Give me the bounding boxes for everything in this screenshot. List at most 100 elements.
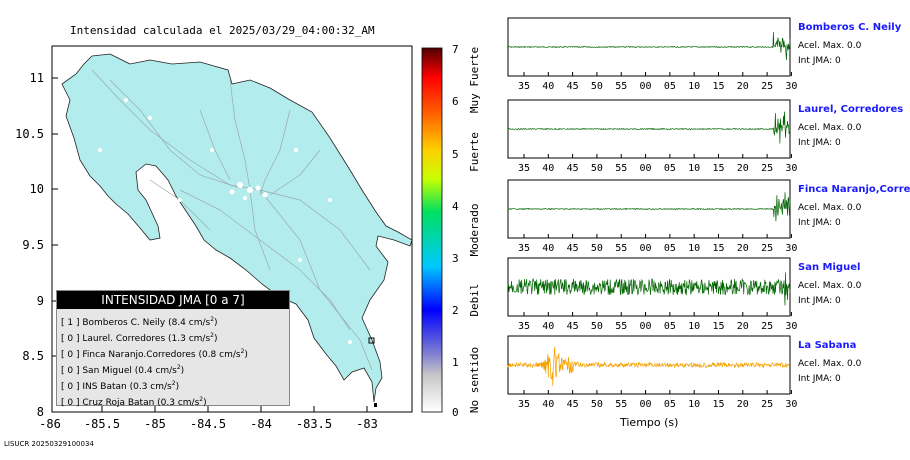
seismogram-x-tick: 30 [785,81,797,92]
map-y-tick: 9.5 [22,238,44,252]
colorbar-tick: 4 [452,200,459,213]
station-acel-max: Acel. Max. 0.0 [798,41,901,51]
seismogram-x-tick: 20 [737,243,749,254]
legend-row-value: (0.3 cm/s [157,398,199,408]
seismogram-x-tick: 30 [785,243,797,254]
map-x-tick: -86 [39,417,61,431]
station-name: La Sabana [798,340,861,351]
station-info: Bomberos C. Neily Acel. Max. 0.0 Int JMA: … [798,22,901,66]
map-y-tick: 10 [30,182,44,196]
colorbar-tick: 6 [452,95,459,108]
seismogram-x-tick: 10 [688,399,700,410]
legend-row: [ 0 ] San Miguel (0.4 cm/s2) [61,360,289,376]
seismogram-x-tick: 05 [664,81,676,92]
station-int-jma: Int JMA: 0 [798,296,861,306]
seismogram-x-tick: 00 [640,81,652,92]
seismogram-x-tick: 05 [664,399,676,410]
seismogram-x-tick: 15 [712,321,724,332]
station-int-jma: Int JMA: 0 [798,218,910,228]
seismogram-x-tick: 55 [615,321,627,332]
legend-row: [ 0 ] INS Batan (0.3 cm/s2) [61,376,289,392]
legend-row: [ 0 ] Finca Naranjo.Corredores (0.8 cm/s… [61,344,289,360]
legend-row-name: Bomberos C. Neily [82,318,168,328]
seismogram-x-tick: 25 [761,81,773,92]
seismogram-panel: 35 40 45 50 55 00 05 10 15 20 25 30 [508,336,797,410]
legend-title: INTENSIDAD JMA [0 a 7] [57,291,289,309]
seismogram-x-tick: 50 [591,81,603,92]
seismogram-x-tick: 25 [761,243,773,254]
map-x-tick: -85 [144,417,166,431]
colorbar-label: Moderado [468,204,481,257]
seismogram-x-tick: 55 [615,163,627,174]
map-y-tick: 11 [30,71,44,85]
seismogram-x-tick: 40 [542,243,554,254]
legend-row-level: [ 1 ] [61,318,82,328]
seismogram-x-tick: 40 [542,81,554,92]
seismogram-x-tick: 35 [518,243,530,254]
station-marker [374,403,377,407]
seismogram-x-tick: 55 [615,399,627,410]
station-int-jma: Int JMA: 0 [798,374,861,384]
seismogram-x-tick: 35 [518,81,530,92]
legend-row-name: INS Batan [82,382,129,392]
legend-row-value: (8.4 cm/s [168,318,210,328]
legend-row-level: [ 0 ] [61,350,82,360]
station-name: San Miguel [798,262,861,273]
seismogram-x-tick: 45 [567,243,579,254]
legend-row-level: [ 0 ] [61,398,82,408]
intensity-colorbar [422,48,442,412]
seismogram-x-tick: 50 [591,163,603,174]
legend-row: [ 0 ] Cruz Roja Batan (0.3 cm/s2) [61,392,289,408]
seismogram-x-tick: 15 [712,163,724,174]
seismogram-x-tick: 55 [615,81,627,92]
station-int-jma: Int JMA: 0 [798,138,903,148]
intensity-legend: INTENSIDAD JMA [0 a 7] [ 1 ] Bomberos C.… [56,290,290,406]
seismogram-x-tick: 55 [615,243,627,254]
station-name: Bomberos C. Neily [798,22,901,33]
legend-row: [ 0 ] Laurel. Corredores (1.3 cm/s2) [61,328,289,344]
seismogram-x-tick: 20 [737,163,749,174]
seismogram-x-tick: 40 [542,163,554,174]
map-x-tick: -83 [356,417,378,431]
legend-row-value: (0.4 cm/s [135,366,177,376]
map-y-tick: 10.5 [15,127,44,141]
seismogram-x-tick: 10 [688,243,700,254]
seismogram-x-tick: 15 [712,399,724,410]
seismogram-x-tick: 45 [567,81,579,92]
seismogram-panel: 35 40 45 50 55 00 05 10 15 20 25 30 [508,180,797,254]
station-acel-max: Acel. Max. 0.0 [798,281,861,291]
seismogram-x-tick: 45 [567,321,579,332]
footer-id: LISUCR 20250329100034 [4,440,94,448]
seismogram-panel: 35 40 45 50 55 00 05 10 15 20 25 30 [508,100,797,174]
seismogram-x-tick: 40 [542,321,554,332]
station-info: Laurel, Corredores Acel. Max. 0.0 Int JMA:… [798,104,903,148]
colorbar-tick: 2 [452,304,459,317]
colorbar-label: Muy Fuerte [468,47,481,113]
map-x-tick: -84.5 [190,417,226,431]
seismogram-x-tick: 20 [737,321,749,332]
seismogram-x-tick: 20 [737,399,749,410]
seismogram-x-tick: 40 [542,399,554,410]
station-name: Laurel, Corredores [798,104,903,115]
colorbar-label: No sentido [468,347,481,413]
colorbar-label: Fuerte [468,132,481,172]
seismogram-x-tick: 50 [591,321,603,332]
colorbar-ticks: 7 6 5 4 3 2 1 0 [452,43,459,419]
seismogram-x-tick: 45 [567,399,579,410]
station-acel-max: Acel. Max. 0.0 [798,203,910,213]
station-name: Finca Naranjo,Corredores [798,184,910,195]
station-acel-max: Acel. Max. 0.0 [798,359,861,369]
seismogram-x-tick: 30 [785,399,797,410]
legend-row-value: (0.3 cm/s [130,382,172,392]
seismogram-x-tick: 15 [712,243,724,254]
legend-row-name: Finca Naranjo.Corredores [82,350,198,360]
seismogram-x-tick: 35 [518,321,530,332]
legend-row-level: [ 0 ] [61,366,82,376]
seismogram-x-tick: 15 [712,81,724,92]
seismogram-panel: 35 40 45 50 55 00 05 10 15 20 25 30 [508,258,797,332]
station-info: Finca Naranjo,Corredores Acel. Max. 0.0 In… [798,184,910,228]
seismogram-x-tick: 35 [518,163,530,174]
seismogram-x-tick: 35 [518,399,530,410]
station-int-jma: Int JMA: 0 [798,56,901,66]
seismogram-x-tick: 05 [664,163,676,174]
